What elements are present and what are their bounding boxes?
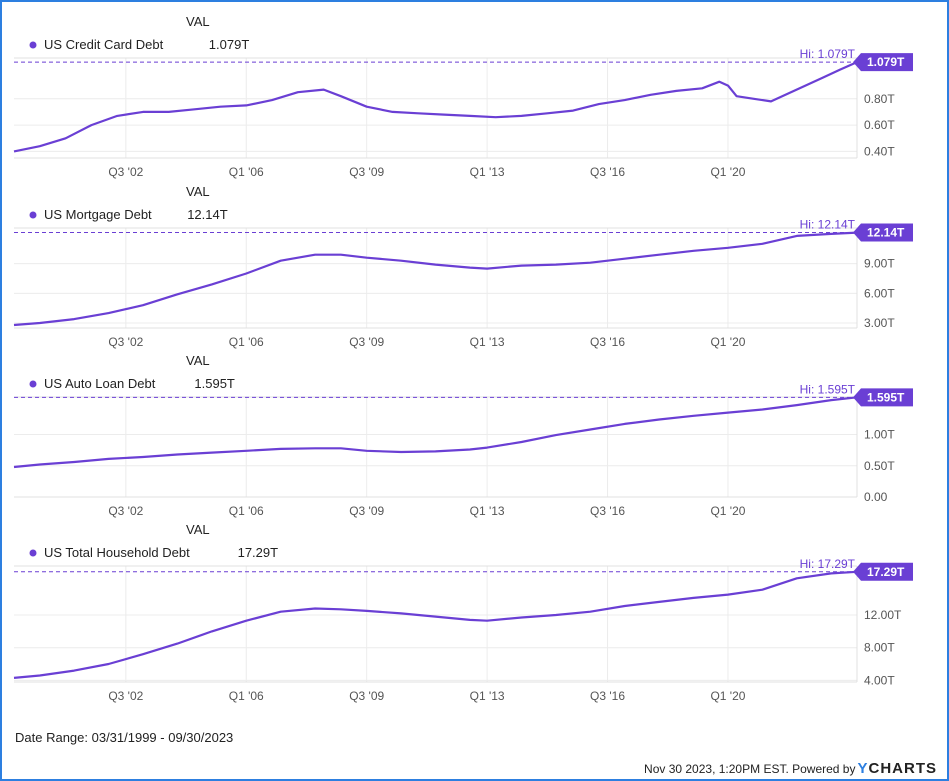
end-value-badge-text: 17.29T — [867, 565, 905, 579]
legend-series-name: US Credit Card Debt — [44, 37, 164, 52]
x-tick-label: Q1 '13 — [470, 689, 505, 703]
legend-series-name: US Total Household Debt — [44, 545, 190, 560]
x-tick-label: Q1 '13 — [470, 165, 505, 179]
ycharts-logo-text: CHARTS — [869, 760, 938, 777]
y-tick-label: 0.80T — [864, 92, 895, 106]
x-tick-label: Q3 '02 — [108, 335, 143, 349]
end-value-badge-text: 1.595T — [867, 390, 905, 404]
x-tick-label: Q3 '02 — [108, 689, 143, 703]
chart-panel-3: VAL US Auto Loan Debt 1.595T Hi: 1.595T 1.59… — [14, 353, 913, 518]
legend-series-value: 1.595T — [194, 376, 235, 391]
legend-dot — [30, 550, 37, 557]
y-tick-label: 4.00T — [864, 673, 895, 687]
end-value-badge-text: 1.079T — [867, 55, 905, 69]
y-tick-label: 0.60T — [864, 118, 895, 132]
y-tick-label: 6.00T — [864, 286, 895, 300]
legend-header: VAL — [186, 522, 210, 537]
high-label: Hi: 17.29T — [800, 557, 856, 571]
x-tick-label: Q1 '13 — [470, 504, 505, 518]
legend-series-name: US Auto Loan Debt — [44, 376, 156, 391]
y-tick-label: 3.00T — [864, 316, 895, 330]
x-tick-label: Q1 '20 — [710, 165, 745, 179]
y-tick-label: 0.50T — [864, 459, 895, 473]
footer: Nov 30 2023, 1:20PM EST. Powered by Y CHA… — [644, 760, 937, 777]
series-line — [14, 572, 857, 678]
y-tick-label: 12.00T — [864, 608, 902, 622]
end-value-badge-text: 12.14T — [867, 226, 905, 240]
x-tick-label: Q1 '06 — [229, 335, 264, 349]
x-tick-label: Q1 '06 — [229, 165, 264, 179]
chart-panel-2: VAL US Mortgage Debt 12.14T Hi: 12.14T 12.14… — [14, 184, 913, 349]
ycharts-logo-y: Y — [857, 760, 868, 777]
legend-dot — [30, 212, 37, 219]
y-tick-label: 0.40T — [864, 144, 895, 158]
ycharts-logo[interactable]: Y CHARTS — [857, 760, 937, 777]
x-tick-label: Q1 '20 — [710, 689, 745, 703]
high-label: Hi: 12.14T — [800, 218, 856, 232]
x-tick-label: Q3 '09 — [349, 335, 384, 349]
legend-header: VAL — [186, 184, 210, 199]
high-label: Hi: 1.595T — [800, 382, 856, 396]
legend-series-value: 12.14T — [187, 207, 228, 222]
x-tick-label: Q3 '09 — [349, 504, 384, 518]
x-tick-label: Q1 '20 — [710, 504, 745, 518]
legend-series-name: US Mortgage Debt — [44, 207, 152, 222]
x-tick-label: Q1 '06 — [229, 689, 264, 703]
x-tick-label: Q3 '16 — [590, 165, 625, 179]
series-line — [14, 233, 857, 325]
x-tick-label: Q3 '09 — [349, 165, 384, 179]
x-tick-label: Q1 '06 — [229, 504, 264, 518]
chart-panel-4: VAL US Total Household Debt 17.29T Hi: 17.2… — [14, 522, 913, 703]
legend-header: VAL — [186, 14, 210, 29]
high-label: Hi: 1.079T — [800, 47, 856, 61]
legend-series-value: 17.29T — [238, 545, 279, 560]
legend-dot — [30, 42, 37, 49]
chart-panel-1: VAL US Credit Card Debt 1.079T Hi: 1.079T 1.… — [14, 14, 913, 179]
x-tick-label: Q3 '02 — [108, 504, 143, 518]
y-tick-label: 8.00T — [864, 641, 895, 655]
x-tick-label: Q3 '16 — [590, 335, 625, 349]
x-tick-label: Q1 '20 — [710, 335, 745, 349]
y-tick-label: 1.00T — [864, 428, 895, 442]
x-tick-label: Q3 '02 — [108, 165, 143, 179]
date-range-label: Date Range: 03/31/1999 - 09/30/2023 — [15, 730, 233, 745]
y-tick-label: 0.00 — [864, 490, 888, 504]
legend-dot — [30, 381, 37, 388]
legend-series-value: 1.079T — [209, 37, 250, 52]
powered-by-text: Nov 30 2023, 1:20PM EST. Powered by — [644, 762, 855, 776]
x-tick-label: Q1 '13 — [470, 335, 505, 349]
legend-header: VAL — [186, 353, 210, 368]
x-tick-label: Q3 '09 — [349, 689, 384, 703]
series-line — [14, 397, 857, 467]
x-tick-label: Q3 '16 — [590, 689, 625, 703]
y-tick-label: 9.00T — [864, 257, 895, 271]
series-line — [14, 62, 857, 151]
x-tick-label: Q3 '16 — [590, 504, 625, 518]
